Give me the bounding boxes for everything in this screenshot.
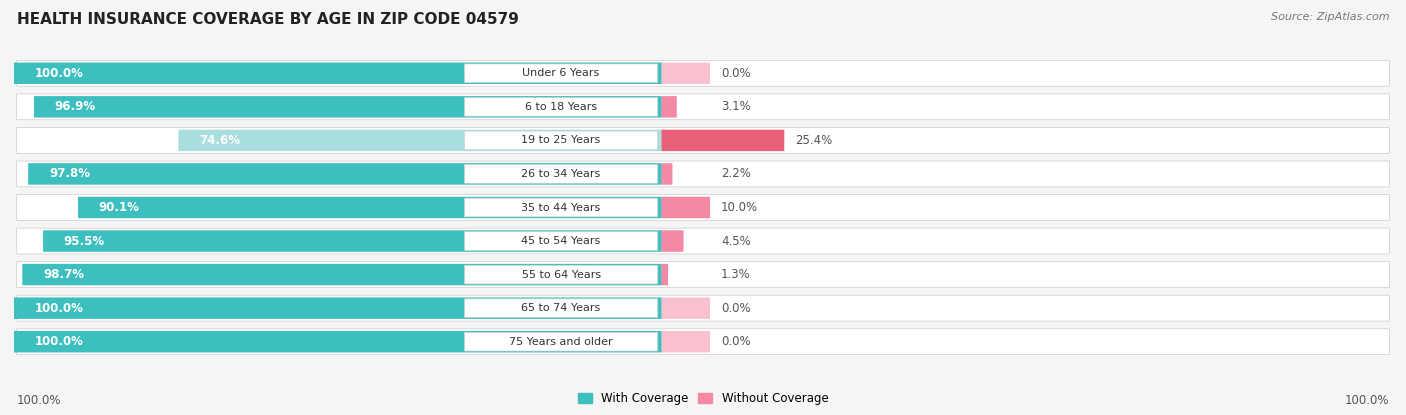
FancyBboxPatch shape bbox=[17, 127, 1389, 153]
Text: 55 to 64 Years: 55 to 64 Years bbox=[522, 270, 600, 280]
FancyBboxPatch shape bbox=[662, 96, 676, 117]
FancyBboxPatch shape bbox=[179, 129, 662, 151]
FancyBboxPatch shape bbox=[17, 161, 1389, 187]
Text: 25.4%: 25.4% bbox=[796, 134, 832, 147]
Text: 95.5%: 95.5% bbox=[63, 234, 105, 248]
Text: 3.1%: 3.1% bbox=[721, 100, 751, 113]
FancyBboxPatch shape bbox=[464, 165, 658, 183]
Text: 100.0%: 100.0% bbox=[17, 394, 62, 407]
FancyBboxPatch shape bbox=[17, 329, 1389, 355]
FancyBboxPatch shape bbox=[464, 332, 658, 351]
Text: HEALTH INSURANCE COVERAGE BY AGE IN ZIP CODE 04579: HEALTH INSURANCE COVERAGE BY AGE IN ZIP … bbox=[17, 12, 519, 27]
Text: 65 to 74 Years: 65 to 74 Years bbox=[522, 303, 600, 313]
Text: 100.0%: 100.0% bbox=[35, 302, 83, 315]
Text: 6 to 18 Years: 6 to 18 Years bbox=[524, 102, 598, 112]
Text: 96.9%: 96.9% bbox=[55, 100, 96, 113]
FancyBboxPatch shape bbox=[662, 129, 785, 151]
FancyBboxPatch shape bbox=[14, 331, 662, 352]
FancyBboxPatch shape bbox=[464, 198, 658, 217]
Text: 100.0%: 100.0% bbox=[1344, 394, 1389, 407]
Text: 100.0%: 100.0% bbox=[35, 67, 83, 80]
Text: 19 to 25 Years: 19 to 25 Years bbox=[522, 135, 600, 145]
Text: 90.1%: 90.1% bbox=[98, 201, 139, 214]
FancyBboxPatch shape bbox=[464, 299, 658, 317]
Text: 35 to 44 Years: 35 to 44 Years bbox=[522, 203, 600, 212]
FancyBboxPatch shape bbox=[17, 228, 1389, 254]
Text: 74.6%: 74.6% bbox=[200, 134, 240, 147]
Text: 0.0%: 0.0% bbox=[721, 302, 751, 315]
FancyBboxPatch shape bbox=[662, 230, 683, 252]
Text: 0.0%: 0.0% bbox=[721, 67, 751, 80]
Text: Under 6 Years: Under 6 Years bbox=[523, 68, 600, 78]
Text: 0.0%: 0.0% bbox=[721, 335, 751, 348]
FancyBboxPatch shape bbox=[14, 298, 662, 319]
Text: 4.5%: 4.5% bbox=[721, 234, 751, 248]
Text: Source: ZipAtlas.com: Source: ZipAtlas.com bbox=[1271, 12, 1389, 22]
FancyBboxPatch shape bbox=[17, 195, 1389, 220]
FancyBboxPatch shape bbox=[14, 63, 662, 84]
FancyBboxPatch shape bbox=[662, 63, 710, 84]
Text: 75 Years and older: 75 Years and older bbox=[509, 337, 613, 347]
FancyBboxPatch shape bbox=[79, 197, 662, 218]
FancyBboxPatch shape bbox=[17, 94, 1389, 120]
Text: 2.2%: 2.2% bbox=[721, 167, 751, 181]
FancyBboxPatch shape bbox=[662, 264, 668, 286]
FancyBboxPatch shape bbox=[17, 295, 1389, 321]
FancyBboxPatch shape bbox=[662, 163, 672, 185]
Text: 100.0%: 100.0% bbox=[35, 335, 83, 348]
FancyBboxPatch shape bbox=[464, 64, 658, 83]
FancyBboxPatch shape bbox=[44, 230, 662, 252]
FancyBboxPatch shape bbox=[464, 131, 658, 150]
FancyBboxPatch shape bbox=[464, 232, 658, 250]
Text: 45 to 54 Years: 45 to 54 Years bbox=[522, 236, 600, 246]
Text: 97.8%: 97.8% bbox=[49, 167, 90, 181]
FancyBboxPatch shape bbox=[17, 60, 1389, 86]
FancyBboxPatch shape bbox=[662, 331, 710, 352]
Text: 26 to 34 Years: 26 to 34 Years bbox=[522, 169, 600, 179]
FancyBboxPatch shape bbox=[464, 265, 658, 284]
FancyBboxPatch shape bbox=[28, 163, 662, 185]
FancyBboxPatch shape bbox=[17, 262, 1389, 288]
FancyBboxPatch shape bbox=[22, 264, 662, 286]
FancyBboxPatch shape bbox=[464, 98, 658, 116]
FancyBboxPatch shape bbox=[662, 197, 710, 218]
Text: 10.0%: 10.0% bbox=[721, 201, 758, 214]
Legend: With Coverage, Without Coverage: With Coverage, Without Coverage bbox=[572, 387, 834, 410]
FancyBboxPatch shape bbox=[34, 96, 662, 117]
FancyBboxPatch shape bbox=[662, 298, 710, 319]
Text: 98.7%: 98.7% bbox=[44, 268, 84, 281]
Text: 1.3%: 1.3% bbox=[721, 268, 751, 281]
